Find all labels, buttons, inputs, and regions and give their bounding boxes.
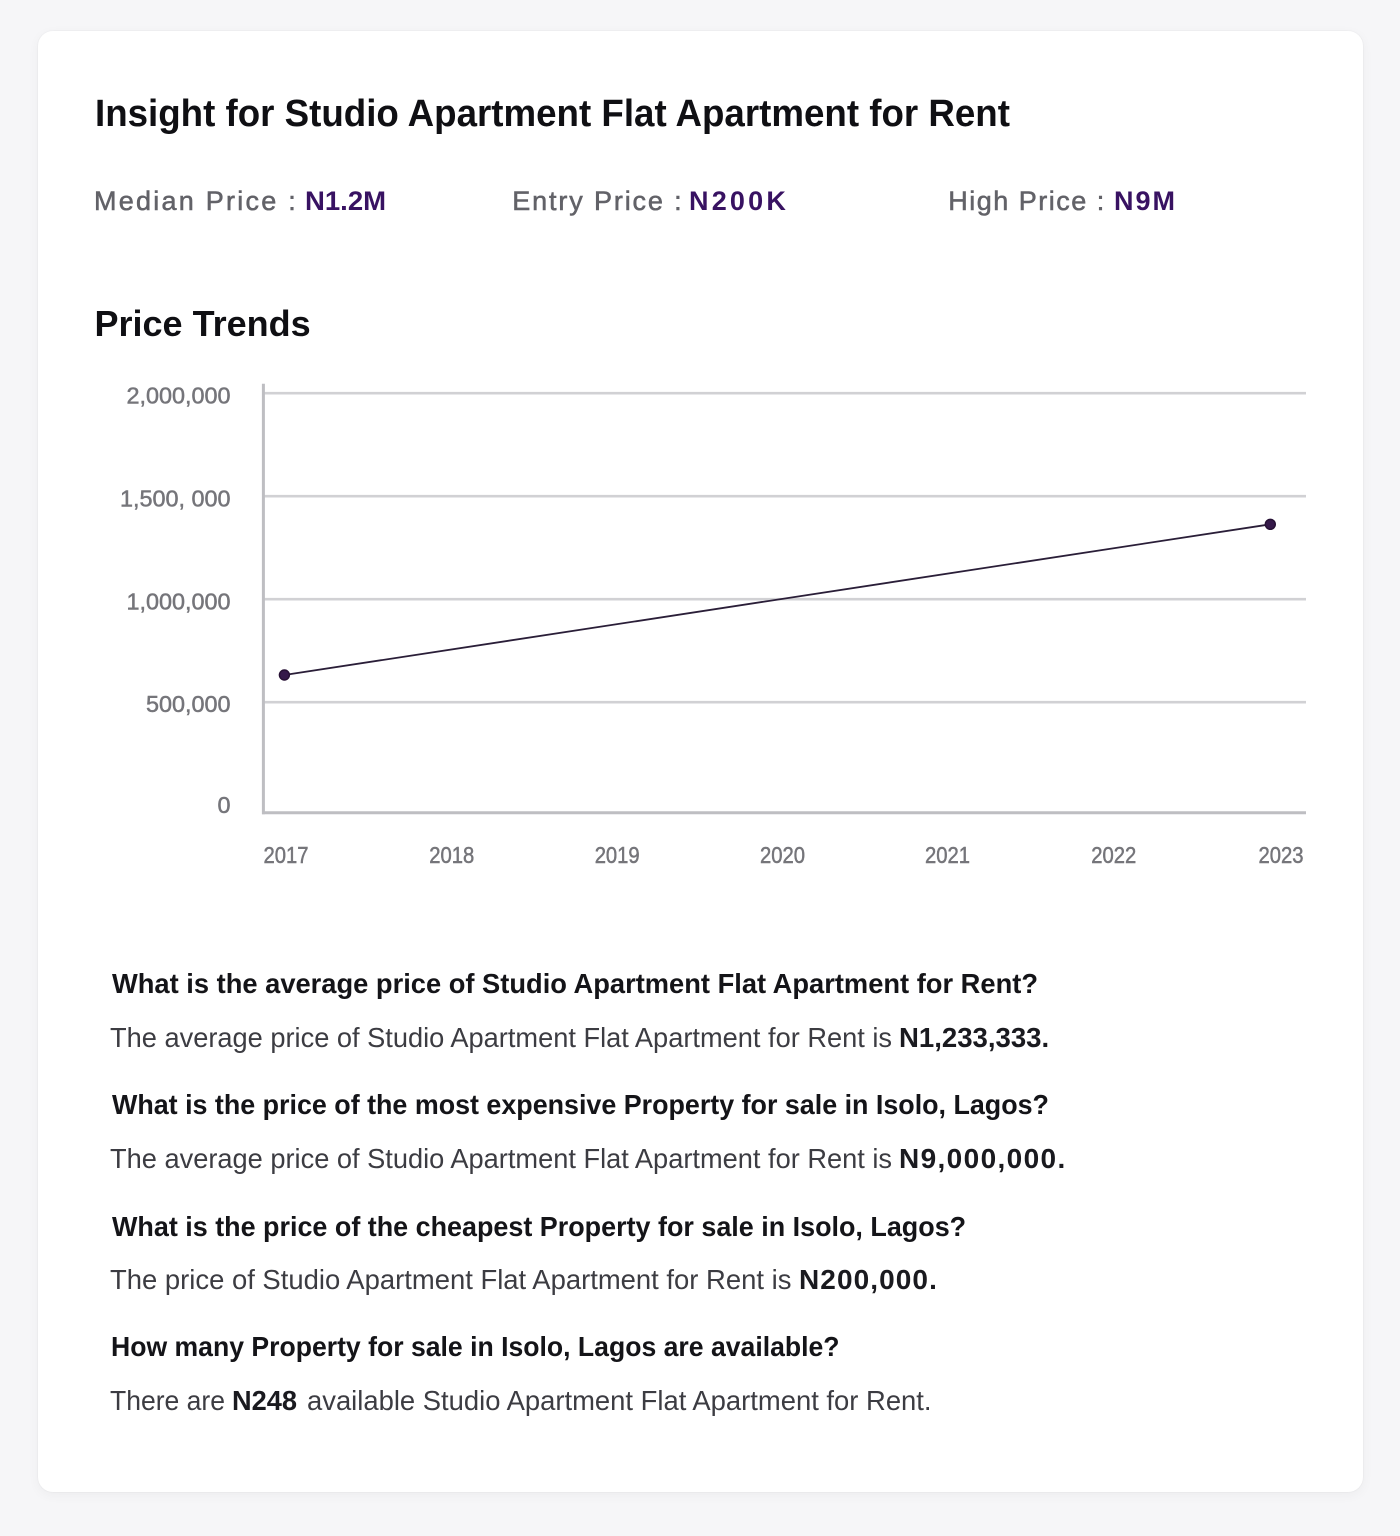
svg-text:2,000,000: 2,000,000	[126, 383, 230, 409]
svg-text:500,000: 500,000	[146, 691, 231, 717]
svg-text:2022: 2022	[1091, 842, 1136, 868]
svg-text:1,000,000: 1,000,000	[126, 588, 230, 614]
svg-text:2023: 2023	[1259, 842, 1304, 868]
svg-text:1,500, 000: 1,500, 000	[120, 486, 231, 512]
svg-text:2019: 2019	[595, 842, 640, 868]
svg-text:2017: 2017	[264, 842, 309, 868]
svg-text:2018: 2018	[429, 842, 474, 868]
svg-text:0: 0	[217, 792, 230, 818]
svg-text:2020: 2020	[760, 842, 805, 868]
svg-text:2021: 2021	[925, 842, 970, 868]
